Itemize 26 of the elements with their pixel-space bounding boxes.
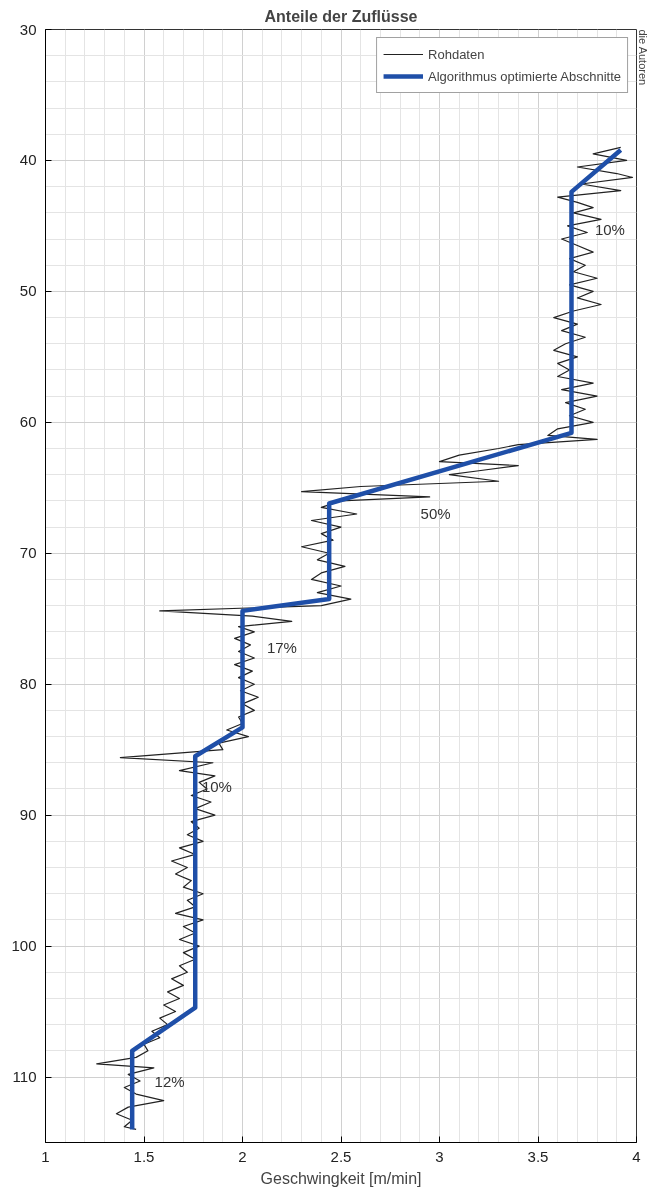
- annotation: 17%: [266, 638, 297, 656]
- annotation: 12%: [154, 1072, 185, 1090]
- y-tick-label: 60: [19, 413, 37, 431]
- chart-title: Anteile der Zuflüsse: [264, 7, 418, 25]
- x-axis-title: Geschwingkeit [m/min]: [260, 1169, 422, 1187]
- y-tick-label: 90: [19, 806, 37, 824]
- annotation: 50%: [420, 505, 451, 523]
- y-tick-label: 40: [19, 151, 37, 169]
- y-tick-label: 50: [19, 282, 37, 300]
- annotation: 10%: [594, 221, 625, 239]
- y-tick-label: 110: [12, 1068, 37, 1086]
- y-tick-label: 30: [19, 20, 37, 38]
- annotation: die Autoren: [636, 29, 649, 86]
- legend-label: Rohdaten: [428, 46, 485, 62]
- x-tick-label: 2.5: [330, 1147, 352, 1165]
- annotation: 10%: [201, 777, 232, 795]
- x-tick-label: 4: [632, 1147, 641, 1165]
- y-tick-label: 70: [19, 544, 37, 562]
- x-tick-label: 1.5: [133, 1147, 155, 1165]
- y-tick-label: 100: [11, 937, 37, 955]
- x-tick-label: 1: [41, 1147, 50, 1165]
- x-tick-label: 3: [435, 1147, 444, 1165]
- legend-label: Algorithmus optimierte Abschnitte: [428, 68, 621, 84]
- x-tick-label: 2: [238, 1147, 247, 1165]
- y-tick-label: 80: [19, 675, 37, 693]
- x-tick-label: 3.5: [527, 1147, 549, 1165]
